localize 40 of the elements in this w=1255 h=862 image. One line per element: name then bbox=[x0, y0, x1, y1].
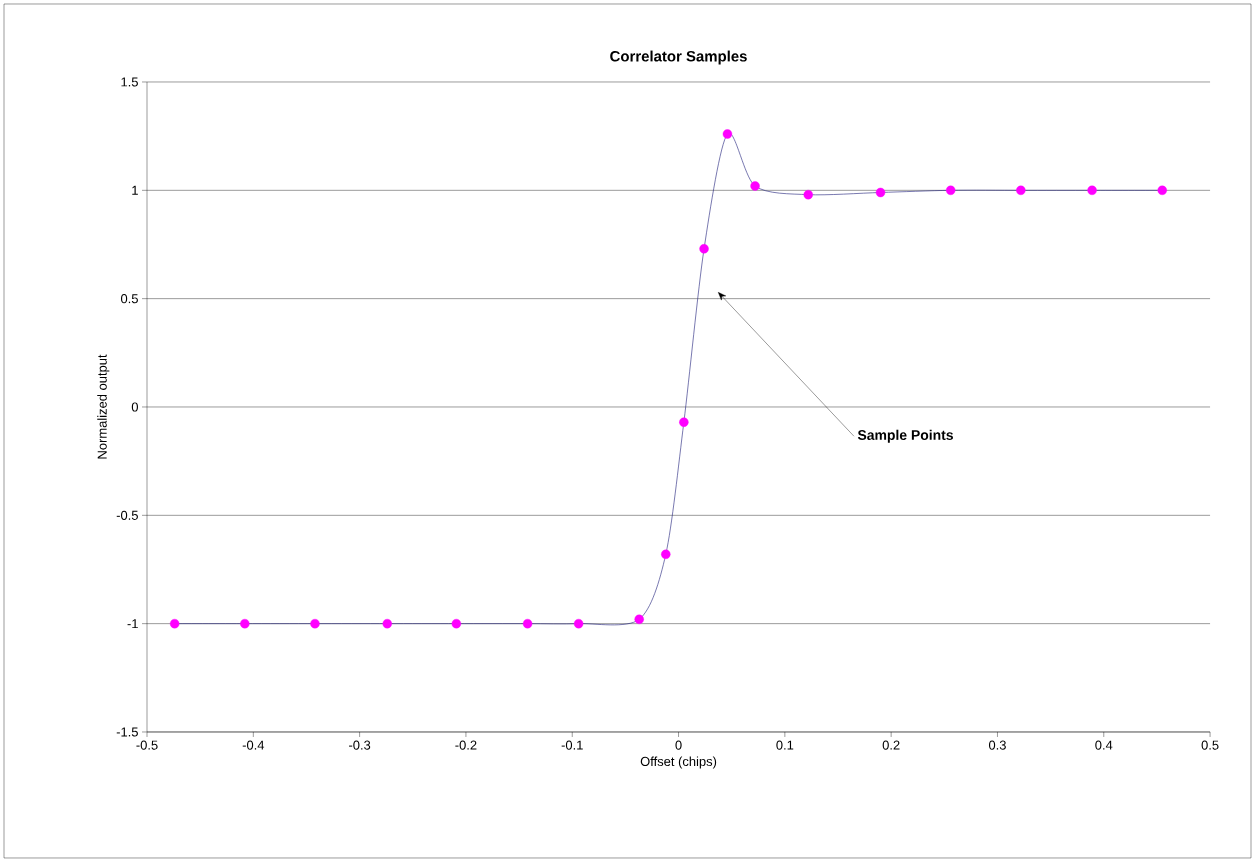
point bbox=[803, 189, 813, 200]
x-tick-label: -0.4 bbox=[242, 740, 265, 750]
y-tick-label: 0.5 bbox=[120, 294, 138, 304]
x-tick-label: -0.3 bbox=[349, 740, 371, 750]
point bbox=[169, 618, 180, 629]
point bbox=[634, 614, 644, 625]
chart-title: Correlator Samples bbox=[610, 50, 747, 65]
y-tick-label: 1.5 bbox=[121, 77, 138, 87]
point bbox=[945, 185, 956, 196]
y-tick-label: 0 bbox=[131, 402, 138, 412]
point bbox=[750, 181, 760, 191]
x-tick-label: 0.5 bbox=[1201, 740, 1219, 750]
point bbox=[1016, 185, 1026, 196]
y-tick-label: -1.5 bbox=[116, 727, 138, 737]
x-tick-label: 0.2 bbox=[882, 740, 900, 750]
point bbox=[679, 417, 689, 427]
point bbox=[522, 618, 533, 629]
x-tick-label: 0.4 bbox=[1095, 740, 1113, 750]
point bbox=[699, 244, 709, 254]
x-tick-label: -0.2 bbox=[455, 740, 477, 750]
y-axis-title: Normalized output bbox=[97, 354, 110, 459]
y-tick-label: -0.5 bbox=[116, 510, 138, 520]
point bbox=[722, 129, 733, 139]
point bbox=[1157, 185, 1167, 196]
point bbox=[1087, 185, 1097, 196]
point bbox=[382, 618, 392, 629]
x-tick-label: 0 bbox=[675, 740, 682, 750]
point bbox=[573, 618, 584, 629]
point bbox=[240, 618, 250, 629]
annotation: Sample Points bbox=[857, 429, 953, 443]
point bbox=[875, 187, 886, 198]
point bbox=[451, 618, 462, 629]
point bbox=[661, 549, 671, 560]
x-axis-title: Offset (chips) bbox=[640, 756, 717, 769]
point bbox=[310, 618, 320, 629]
x-tick-label: -0.1 bbox=[561, 740, 583, 750]
y-tick-label: -1 bbox=[127, 619, 138, 629]
x-tick-label: 0.3 bbox=[988, 740, 1006, 750]
y-tick-label: 1 bbox=[132, 185, 138, 195]
x-tick-label: 0.1 bbox=[776, 740, 794, 750]
